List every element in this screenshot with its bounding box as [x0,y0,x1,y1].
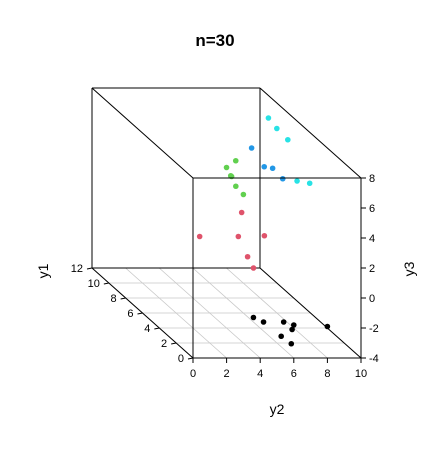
z-tick-label: -4 [369,353,379,365]
y-tick-label: 4 [144,323,150,335]
data-point [274,125,280,132]
z-tick-label: 6 [369,203,375,215]
y-axis-label: y1 [35,263,51,278]
data-point [294,178,300,184]
data-point [324,323,331,330]
box-edge [259,87,362,179]
y-tick-label: 8 [111,293,117,305]
chart-title: n=30 [195,31,234,50]
data-point [238,209,245,216]
data-point [233,183,239,190]
y-tick-label: 0 [178,353,184,365]
x-tick-label: 4 [257,368,263,380]
z-tick-label: -2 [369,323,379,335]
z-tick-label: 2 [369,263,375,275]
data-point [265,115,272,121]
data-point [260,319,267,325]
x-tick-label: 8 [324,368,330,380]
y-tick-label: 2 [161,338,167,350]
data-point [223,164,230,171]
y-tick-mark [154,327,160,330]
data-point [306,180,313,187]
box-edge [259,267,362,359]
z-tick-label: 4 [369,233,375,245]
data-point [278,333,284,340]
y-tick-mark [187,357,194,360]
data-point [240,191,247,198]
data-point [269,165,276,172]
data-point [261,232,268,239]
x-tick-label: 0 [190,368,196,380]
data-point [280,319,287,325]
y-tick-mark [137,312,143,315]
data-point [244,253,251,260]
data-point [232,157,239,164]
z-tick-label: 0 [369,293,375,305]
box-edge [91,87,194,179]
data-point [250,265,257,271]
data-point [250,314,257,321]
data-points [196,115,331,347]
data-point [196,233,203,240]
y-tick-label: 10 [88,278,100,290]
y-tick-label: 6 [127,308,133,320]
x-tick-label: 10 [355,368,367,380]
data-point [261,163,268,170]
x-tick-label: 2 [224,368,230,380]
data-point [288,340,295,347]
y-tick-mark [86,267,93,270]
data-point [235,233,242,240]
data-point [285,136,291,143]
z-axis-label: y3 [401,261,417,276]
x-tick-label: 6 [291,368,297,380]
y-tick-mark [171,342,177,345]
data-point [289,326,295,333]
z-tick-label: 8 [369,173,375,185]
y-tick-mark [103,282,109,285]
data-point [290,322,297,328]
data-point [279,175,286,182]
y-tick-label: 12 [71,263,83,275]
box-front-edges [192,177,361,358]
data-point [248,145,255,151]
y-tick-mark [120,297,126,300]
x-axis-label: y2 [270,401,285,417]
